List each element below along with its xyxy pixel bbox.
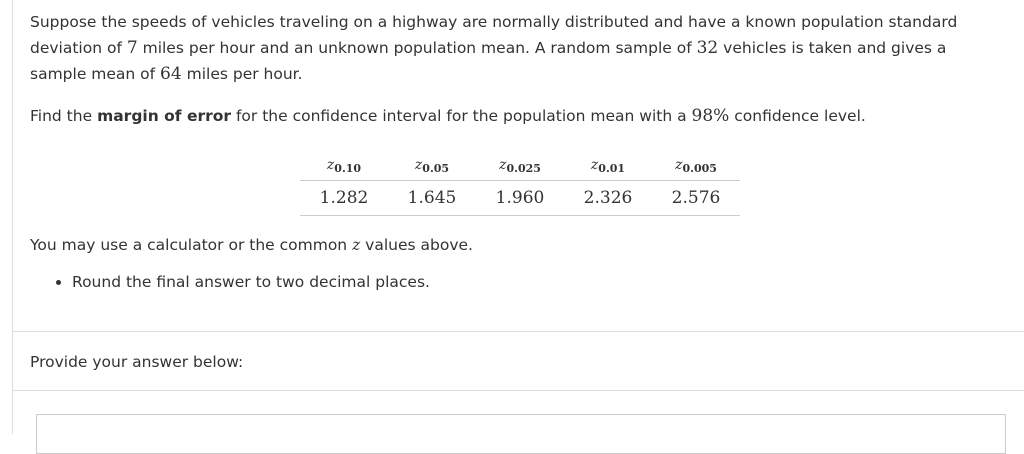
text: miles per hour. <box>181 65 303 83</box>
number: 7 <box>126 38 138 58</box>
number: 64 <box>160 64 182 84</box>
answer-input[interactable] <box>36 414 1006 454</box>
bullet-item: Round the final answer to two decimal pl… <box>72 273 430 291</box>
value-cell: 1.282 <box>300 180 388 216</box>
z-symbol: z <box>590 157 599 173</box>
text: values above. <box>360 236 473 254</box>
z-symbol: z <box>675 157 683 173</box>
answer-prompt: Provide your answer below: <box>30 353 244 371</box>
z-table: z0.10 z0.05 z0.025 z0.01 z0.005 1.282 1.645 1.… <box>300 152 740 216</box>
text: for the confidence interval for the popu… <box>231 107 692 125</box>
z-subscript: 0.005 <box>682 162 717 175</box>
value-cell: 1.645 <box>388 180 476 216</box>
question-instruction: Find the margin of error for the confide… <box>30 103 990 129</box>
z-subscript: 0.025 <box>506 162 541 175</box>
text: Suppose the speeds of vehicles traveling… <box>30 13 958 57</box>
emphasis: margin of error <box>97 107 232 125</box>
page: Suppose the speeds of vehicles traveling… <box>0 0 1024 434</box>
bullet-list: Round the final answer to two decimal pl… <box>30 273 430 291</box>
text: You may use a calculator or the common <box>30 236 353 254</box>
z-subscript: 0.01 <box>598 162 626 175</box>
text: vehicles is taken and gives a sample mea… <box>30 39 947 83</box>
header-cell: z0.01 <box>564 152 652 181</box>
note: You may use a calculator or the common z… <box>30 232 990 258</box>
header-row: z0.10 z0.05 z0.025 z0.01 z0.005 <box>300 152 740 181</box>
header-cell: z0.025 <box>476 152 564 181</box>
value-cell: 1.960 <box>476 180 564 216</box>
z-symbol: z <box>414 157 423 173</box>
symbol: z <box>352 236 361 254</box>
divider <box>12 390 1024 391</box>
question-frame <box>12 0 1024 434</box>
z-symbol: z <box>499 157 507 173</box>
value-cell: 2.576 <box>652 180 740 216</box>
text: confidence level. <box>729 107 866 125</box>
header-cell: z0.10 <box>300 152 388 181</box>
header-cell: z0.05 <box>388 152 476 181</box>
z-subscript: 0.05 <box>422 162 450 175</box>
value-cell: 2.326 <box>564 180 652 216</box>
text: Find the <box>30 107 98 125</box>
number: 32 <box>696 38 719 58</box>
value-row: 1.282 1.645 1.960 2.326 2.576 <box>300 180 740 216</box>
number: 98% <box>691 106 730 126</box>
question-text: Suppose the speeds of vehicles traveling… <box>30 9 990 87</box>
z-subscript: 0.10 <box>334 162 362 175</box>
z-symbol: z <box>326 157 335 173</box>
header-cell: z0.005 <box>652 152 740 181</box>
text: miles per hour and an unknown population… <box>137 39 697 57</box>
divider <box>12 331 1024 332</box>
